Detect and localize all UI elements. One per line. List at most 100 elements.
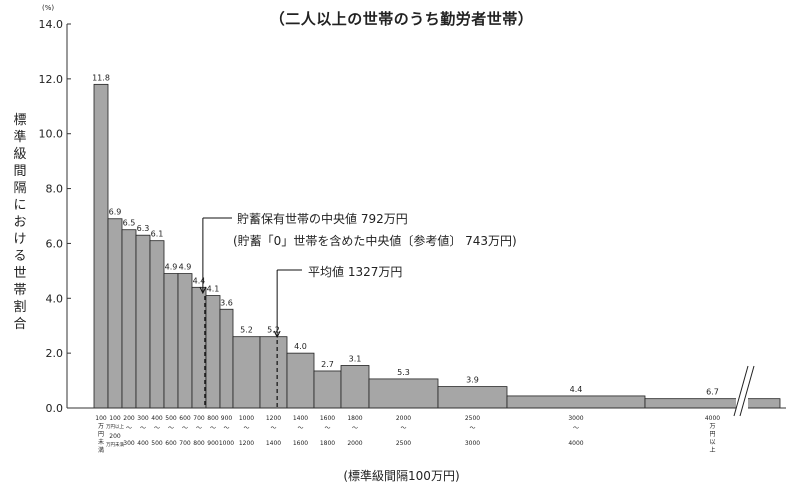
x-tick-label: 4000 <box>568 440 583 447</box>
bar-value-label: 3.6 <box>220 298 233 307</box>
bar <box>286 352 315 409</box>
bar <box>93 83 109 409</box>
x-tick-label: 200 <box>109 433 121 440</box>
x-tick-label: 600 <box>165 440 177 447</box>
axis-break-mark <box>739 365 755 417</box>
bar-value-label: 4.9 <box>165 263 178 272</box>
x-tick-label: 〜 <box>140 425 146 432</box>
x-tick-label: 1200 <box>266 415 281 422</box>
x-tick-label: 1200 <box>239 440 254 447</box>
bar-value-label: 6.9 <box>109 208 122 217</box>
y-tick-label: 12.0 <box>39 73 64 86</box>
x-tick-label: 満 <box>98 446 104 454</box>
x-tick-label: 〜 <box>154 425 160 432</box>
y-tick-label: 8.0 <box>46 183 64 196</box>
x-tick-label: 900 <box>207 440 219 447</box>
x-tick-label: 〜 <box>243 425 249 432</box>
bar <box>149 240 165 409</box>
x-tick-label: 万円未満 <box>106 441 124 448</box>
bar <box>259 336 288 409</box>
x-tick-label: 500 <box>165 415 177 422</box>
x-tick-label: 〜 <box>297 425 303 432</box>
x-tick-label: 〜 <box>573 425 579 432</box>
x-tick-label: 700 <box>193 415 205 422</box>
x-tick-label: 100 <box>109 415 121 422</box>
bar <box>191 286 207 409</box>
arrow-head <box>273 330 281 339</box>
bar-value-label: 4.4 <box>193 276 206 285</box>
bar-value-label: 4.9 <box>179 263 192 272</box>
x-tick-label: 円 <box>98 431 104 438</box>
bar-value-label: 5.3 <box>397 368 410 377</box>
y-axis-label: 標準級間隔における世帯割合 <box>13 113 27 332</box>
bar <box>163 273 179 409</box>
x-tick-label: 1400 <box>293 415 308 422</box>
x-tick-label: 800 <box>207 415 219 422</box>
x-tick-label: 300 <box>123 440 135 447</box>
bar-value-label: 2.7 <box>321 360 334 369</box>
x-tick-label: 200 <box>123 415 135 422</box>
x-tick-label: 100 <box>95 415 107 422</box>
bar <box>219 308 234 409</box>
x-tick-label: 1400 <box>266 440 281 447</box>
x-tick-label: 〜 <box>210 425 216 432</box>
bar <box>205 295 221 409</box>
x-tick-label: 2000 <box>396 415 411 422</box>
y-axis-unit: (%) <box>42 4 55 12</box>
bar-value-label: 6.7 <box>706 388 719 397</box>
x-tick-label: 1000 <box>239 415 254 422</box>
bar <box>135 234 151 409</box>
bar-value-label: 3.9 <box>466 376 479 385</box>
x-axis-label: (標準級間隔100万円) <box>343 469 460 483</box>
x-tick-label: 3000 <box>568 415 583 422</box>
x-tick-label: 〜 <box>324 425 330 432</box>
bar-value-label: 11.8 <box>92 73 110 82</box>
x-tick-label: 万円以上 <box>106 423 124 430</box>
x-tick-label: 〜 <box>400 425 406 432</box>
x-tick-label: 〜 <box>126 425 132 432</box>
x-tick-label: 上 <box>709 446 715 454</box>
y-tick-label: 14.0 <box>39 18 64 31</box>
bar <box>368 378 439 409</box>
y-tick-label: 2.0 <box>46 347 64 360</box>
x-tick-label: 〜 <box>469 425 475 432</box>
bar <box>121 229 137 409</box>
bar <box>437 386 508 409</box>
x-tick-label: 1600 <box>320 415 335 422</box>
x-tick-label: 2000 <box>347 440 362 447</box>
x-tick-label: 1600 <box>293 440 308 447</box>
bar-value-label: 5.2 <box>240 326 253 335</box>
x-tick-label: 〜 <box>352 425 358 432</box>
x-tick-label: 800 <box>193 440 205 447</box>
x-tick-label: 〜 <box>223 425 229 432</box>
median-annotation: 貯蓄保有世帯の中央値 792万円 <box>237 212 408 226</box>
bar-value-label: 6.5 <box>123 219 136 228</box>
x-tick-label: 4000 <box>705 415 720 422</box>
x-tick-label: 以 <box>709 439 715 446</box>
y-tick-label: 6.0 <box>46 237 64 250</box>
x-tick-label: 〜 <box>270 425 276 432</box>
x-tick-label: 700 <box>179 440 191 447</box>
x-tick-label: 400 <box>151 415 163 422</box>
bar <box>313 370 342 409</box>
bar-value-label: 4.4 <box>570 385 583 394</box>
x-tick-label: 900 <box>221 415 233 422</box>
x-tick-label: 500 <box>151 440 163 447</box>
x-tick-label: 〜 <box>168 425 174 432</box>
median-reference-annotation: (貯蓄「0」世帯を含めた中央値〔参考値〕 743万円) <box>233 234 517 248</box>
axis-break-mark <box>733 365 749 417</box>
x-tick-label: 1000 <box>219 440 234 447</box>
x-tick-label: 1800 <box>347 415 362 422</box>
x-tick-label: 〜 <box>182 425 188 432</box>
x-tick-label: 〜 <box>196 425 202 432</box>
x-tick-label: 3000 <box>465 440 480 447</box>
bar-value-label: 4.1 <box>207 285 220 294</box>
x-tick-label: 300 <box>137 415 149 422</box>
bar <box>107 218 123 409</box>
bar <box>232 336 261 409</box>
y-tick-label: 10.0 <box>39 128 64 141</box>
x-tick-label: 円 <box>709 431 715 438</box>
x-tick-label: 600 <box>179 415 191 422</box>
x-tick-label: 万 <box>709 423 715 430</box>
